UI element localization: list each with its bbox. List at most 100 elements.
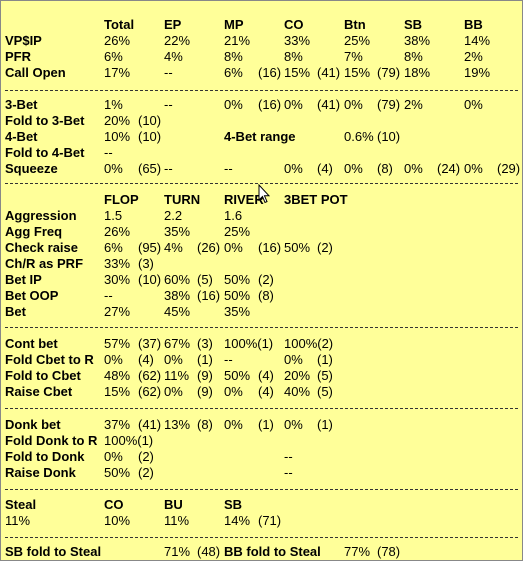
donk-flop: 37% [104,417,131,432]
section-divider [5,327,518,328]
section-divider [5,183,518,184]
callopen-co-count: (41) [317,65,341,80]
3bet-btn-count: (79) [377,97,401,112]
bet-flop: 27% [104,304,131,319]
row-label-aggression: Aggression [5,208,77,223]
row-label-fold-donk-to-r: Fold Donk to R [5,433,98,448]
steal-co: 10% [104,513,131,528]
aggression-flop: 1.5 [104,208,123,223]
vpip-ep: 22% [164,33,191,48]
donk-river-count: (1) [258,417,274,432]
vpip-sb: 38% [404,33,431,48]
chr-prf-count: (3) [138,256,154,271]
bet-turn: 45% [164,304,191,319]
squeeze-bb: 0% [464,161,483,176]
bb-fold-steal-value: 77% [344,544,371,559]
checkraise-river: 0% [224,240,243,255]
raisedonk-flop: 50% [104,465,131,480]
3bet-co: 0% [284,97,303,112]
squeeze-sb-count: (24) [437,161,461,176]
header-btn: Btn [344,17,366,32]
row-label-check-raise: Check raise [5,240,78,255]
row-label-vpip: VP$IP [5,33,42,48]
callopen-btn: 15% [344,65,371,80]
3bet-bb: 0% [464,97,483,112]
3bet-ep: -- [164,97,173,112]
callopen-total: 17% [104,65,131,80]
squeeze-btn: 0% [344,161,363,176]
callopen-mp-count: (16) [258,65,282,80]
foldcb-river: 50% [224,368,251,383]
4bet-range-value: 0.6% [344,129,374,144]
header-steal: Steal [5,497,37,512]
foldcb-3bet-count: (5) [317,368,333,383]
foldcbr-flop-count: (4) [138,352,154,367]
callopen-bb: 19% [464,65,491,80]
foldcbr-flop: 0% [104,352,123,367]
steal-sb: 14% [224,513,251,528]
fold3bet-count: (10) [138,113,162,128]
callopen-ep: -- [164,65,173,80]
aggfreq-flop: 26% [104,224,131,239]
donk-turn-count: (8) [197,417,213,432]
3bet-sb: 2% [404,97,423,112]
raisecb-flop-count: (62) [138,384,162,399]
pfr-co: 8% [284,49,303,64]
squeeze-sb: 0% [404,161,423,176]
header-mp: MP [224,17,244,32]
sb-fold-steal-value: 71% [164,544,191,559]
betip-flop-count: (10) [138,272,162,287]
row-label-bet: Bet [5,304,26,319]
row-label-pfr: PFR [5,49,31,64]
row-label-3bet: 3-Bet [5,97,38,112]
contbet-turn-count: (3) [197,336,213,351]
betip-turn-count: (5) [197,272,213,287]
donk-3bet-count: (1) [317,417,333,432]
row-label-sb-fold-to-steal: SB fold to Steal [5,544,102,559]
pfr-mp: 8% [224,49,243,64]
donk-3bet: 0% [284,417,303,432]
checkraise-3bet-count: (2) [317,240,333,255]
folddonk-3bet: -- [284,449,293,464]
pfr-total: 6% [104,49,123,64]
header-sb: SB [404,17,423,32]
header-flop: FLOP [104,192,139,207]
foldcb-3bet: 20% [284,368,311,383]
3bet-mp-count: (16) [258,97,282,112]
row-label-fold-to-cbet: Fold to Cbet [5,368,81,383]
row-label-raise-cbet: Raise Cbet [5,384,73,399]
pfr-ep: 4% [164,49,183,64]
header-total: Total [104,17,135,32]
raisecb-river-count: (4) [258,384,274,399]
checkraise-turn: 4% [164,240,183,255]
aggression-turn: 2.2 [164,208,183,223]
squeeze-co: 0% [284,161,303,176]
section-divider [5,408,518,409]
foldcb-river-count: (4) [258,368,274,383]
contbet-river: 100%(1) [224,336,274,351]
aggression-river: 1.6 [224,208,243,223]
row-label-chr-as-prf: Ch/R as PRF [5,256,84,271]
steal-bu: 11% [164,513,190,528]
foldcbr-turn: 0% [164,352,183,367]
callopen-co: 15% [284,65,311,80]
fold3bet-value: 20% [104,113,131,128]
callopen-mp: 6% [224,65,243,80]
row-label-squeeze: Squeeze [5,161,58,176]
squeeze-total: 0% [104,161,123,176]
contbet-flop-count: (37) [138,336,162,351]
raisecb-flop: 15% [104,384,131,399]
steal-sb-count: (71) [258,513,282,528]
squeeze-mp: -- [224,161,233,176]
3bet-mp: 0% [224,97,243,112]
row-label-call-open: Call Open [5,65,66,80]
section-divider [5,90,518,91]
row-label-fold-to-3bet: Fold to 3-Bet [5,113,85,128]
contbet-turn: 67% [164,336,191,351]
vpip-mp: 21% [224,33,251,48]
row-label-bet-ip: Bet IP [5,272,42,287]
header-steal-bu: BU [164,497,183,512]
donk-turn: 13% [164,417,191,432]
vpip-co: 33% [284,33,311,48]
header-bb: BB [464,17,483,32]
